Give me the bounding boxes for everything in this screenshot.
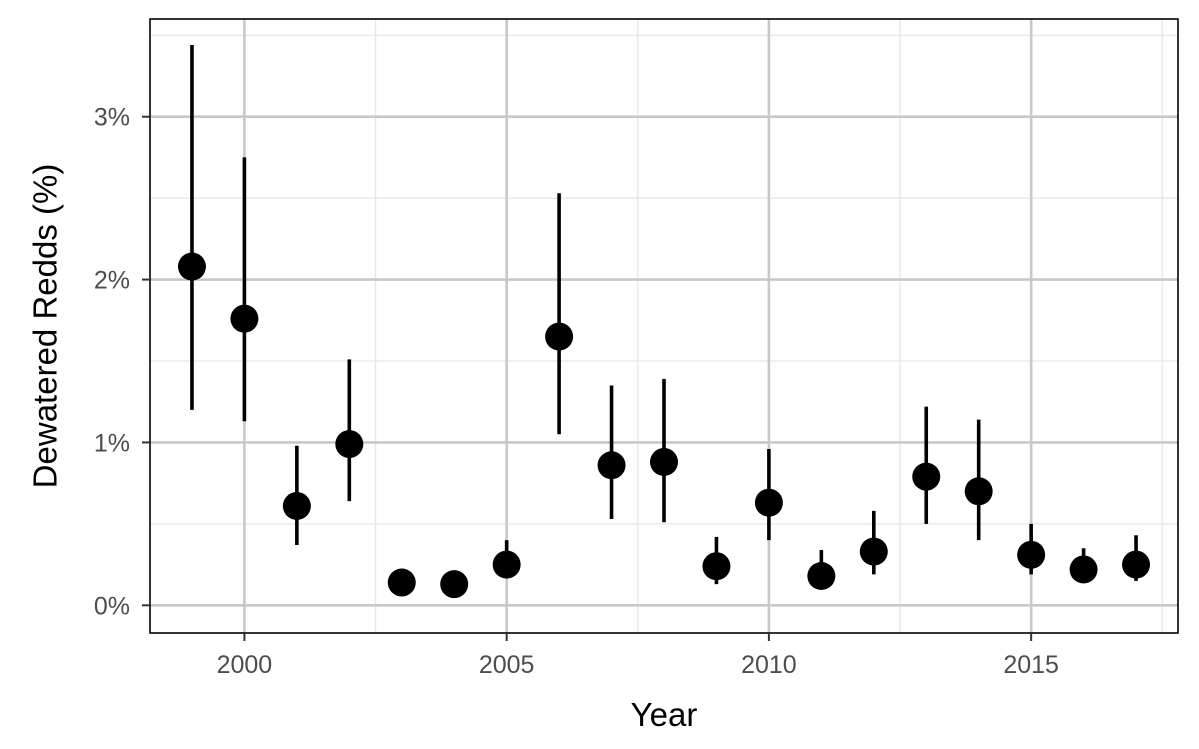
data-point — [964, 477, 993, 506]
y-tick-label: 2% — [94, 267, 130, 295]
grid-minor — [150, 19, 1178, 633]
data-point — [807, 561, 836, 590]
data-point — [282, 491, 311, 520]
x-tick-label: 2005 — [479, 651, 535, 679]
data-point — [335, 430, 364, 459]
x-axis-title: Year — [631, 696, 698, 733]
data-point — [440, 570, 469, 599]
data-point — [912, 462, 941, 491]
y-axis-ticks: 0% 1% 2% 3% — [94, 104, 150, 620]
data-point — [230, 304, 259, 333]
data-point — [387, 568, 416, 597]
data-point — [859, 537, 888, 566]
data-points — [177, 252, 1151, 599]
data-point — [1069, 555, 1098, 584]
data-point — [597, 451, 626, 480]
data-point — [1122, 550, 1151, 579]
data-point — [177, 252, 206, 281]
data-point — [754, 488, 783, 517]
data-point — [1017, 540, 1046, 569]
y-tick-label: 3% — [94, 104, 130, 132]
x-tick-label: 2010 — [741, 651, 797, 679]
data-point — [650, 447, 678, 476]
x-axis-ticks: 2000 2005 2010 2015 — [217, 633, 1059, 679]
panel-border — [149, 18, 1179, 634]
data-point — [545, 322, 574, 351]
y-tick-label: 1% — [94, 429, 130, 457]
x-tick-label: 2000 — [217, 651, 273, 679]
y-axis-title: Dewatered Redds (%) — [27, 164, 64, 489]
data-point — [492, 550, 521, 579]
x-tick-label: 2015 — [1003, 651, 1059, 679]
data-point — [702, 552, 731, 581]
y-tick-label: 0% — [94, 592, 130, 620]
